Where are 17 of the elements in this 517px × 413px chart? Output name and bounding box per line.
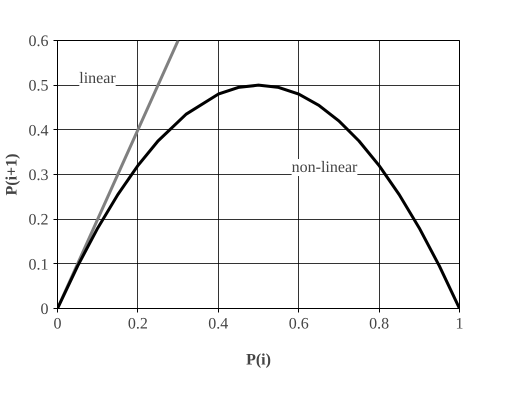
y-tick-label: 0.1 (28, 256, 48, 274)
y-tick-label: 0 (40, 301, 48, 318)
x-tick-label: 1 (456, 316, 464, 332)
x-axis-title: P(i) (246, 352, 271, 368)
y-tick-label: 0.5 (28, 78, 48, 95)
x-tick-label: 0.4 (208, 316, 228, 332)
annotation: linear (79, 70, 116, 87)
annotation: non-linear (292, 159, 358, 176)
y-tick-label: 0.6 (28, 33, 48, 50)
x-tick-label: 0.6 (288, 316, 309, 332)
x-tick-label: 0.8 (369, 316, 390, 332)
x-tick-label: 0.2 (128, 316, 148, 332)
y-tick-label: 0.3 (28, 167, 48, 184)
y-tick-label: 0.4 (28, 122, 48, 140)
y-axis-title: P(i+1) (4, 153, 20, 196)
x-tick-label: 0 (54, 316, 62, 332)
y-tick-label: 0.2 (28, 212, 48, 229)
